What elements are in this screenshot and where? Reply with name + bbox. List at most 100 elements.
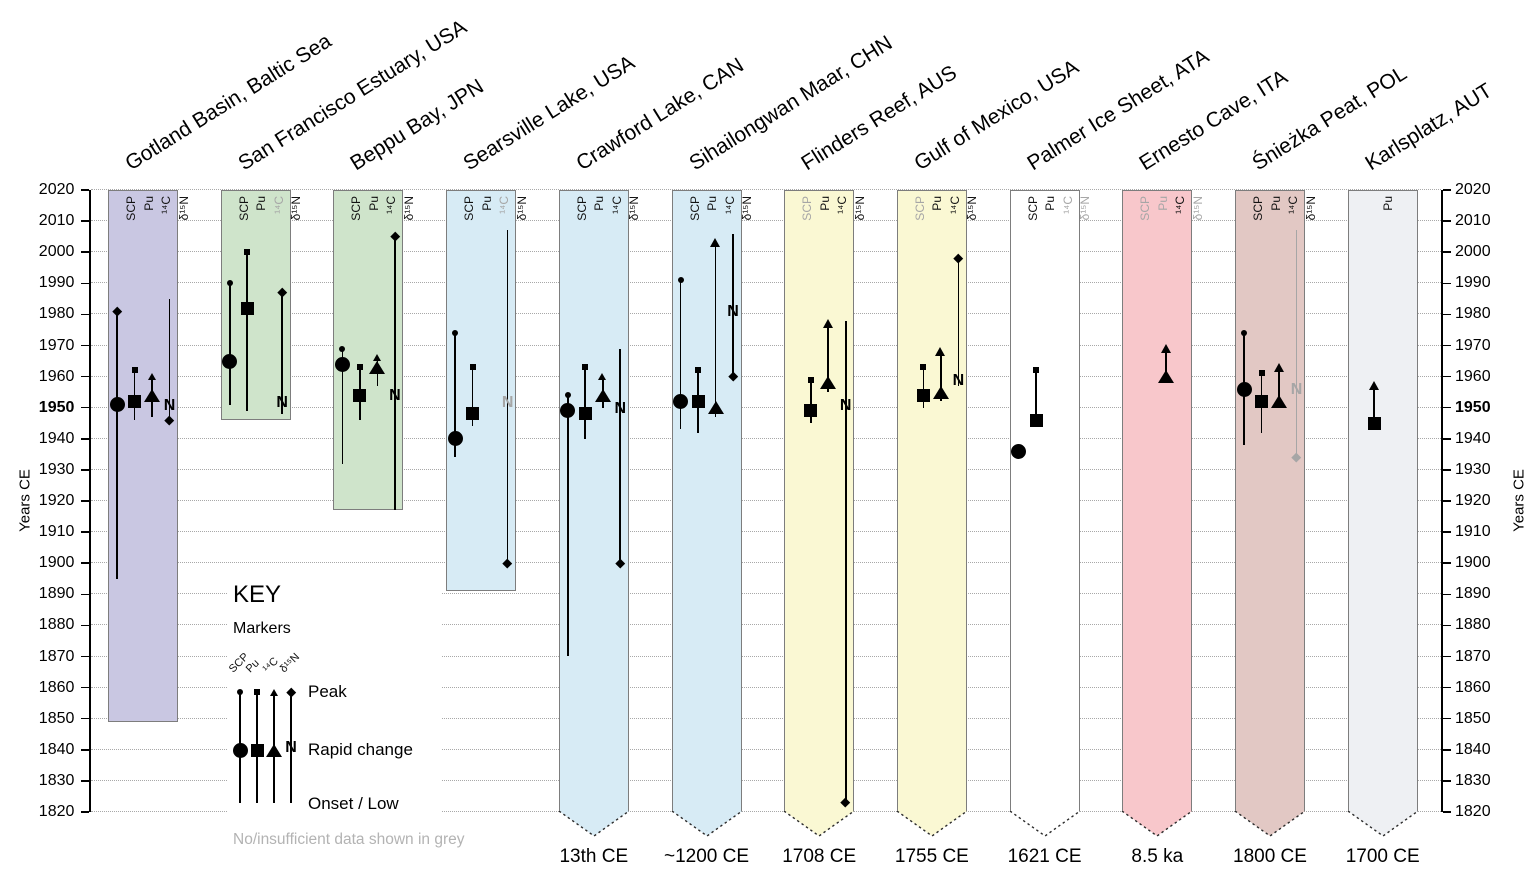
site-band-7 [784,190,855,812]
axis-tick-label: 2010 [1455,212,1491,230]
axis-tick [1442,406,1451,409]
proxy-lane-label-C: ¹⁴C [1173,196,1188,214]
proxy-record-line [1373,385,1376,424]
axis-tick-label: 1900 [38,554,75,572]
delta15n-rapid-change-marker: N [839,396,852,414]
square-marker [244,249,251,256]
proxy-lane-label-N: δ¹⁵N [740,196,754,221]
legend-title: KEY [233,581,282,608]
decade-gridline [91,624,1441,626]
proxy-lane-label-Pu: Pu [1381,196,1396,211]
delta15n-rapid-change-marker: N [163,396,176,414]
decade-gridline [91,655,1441,657]
proxy-lane-label-SCP: SCP [1025,196,1040,221]
axis-tick [81,375,90,378]
proxy-lane-label-SCP: SCP [462,196,477,221]
axis-tick [81,593,90,596]
band-basal-age-label: 13th CE [559,846,629,867]
c14-marker [372,354,381,362]
decade-gridline [91,251,1441,253]
proxy-lane-label-C: ¹⁴C [159,196,173,214]
rising-arrow-marker [1160,344,1171,354]
c14-marker [369,360,386,374]
axis-tick-label: 1870 [38,647,75,665]
circle-marker [226,280,233,287]
site-band-5 [558,190,629,812]
site-band-4 [446,190,517,592]
proxy-lane-label-SCP: SCP [1251,196,1265,221]
axis-tick [1442,469,1451,471]
proxy-record-line [1295,230,1298,458]
axis-tick-label: 1990 [1455,274,1491,292]
circle-marker [564,392,571,399]
circle-marker [677,277,684,284]
proxy-lane-label-Pu: Pu [817,196,832,211]
proxy-record-line [394,236,396,511]
c14-marker [144,388,160,402]
circle-marker [237,689,243,695]
decade-gridline [91,562,1441,564]
decade-gridline [91,686,1441,688]
proxy-lane-label-N: δ¹⁵N [401,196,416,221]
axis-tick-label: 1900 [1455,554,1491,572]
axis-tick [1442,189,1451,191]
proxy-record-line [619,348,622,564]
proxy-lane-label-N: δ¹⁵N [627,196,642,221]
proxy-lane-label-C: ¹⁴C [384,196,399,214]
legend-grey-data-note: No/insufficient data shown in grey [233,831,465,848]
c14-marker [707,401,724,415]
proxy-record-line [679,280,682,430]
axis-tick-label: 1830 [1455,771,1491,789]
axis-tick [1442,717,1451,720]
axis-tick-label: 1950 [1455,398,1491,416]
proxy-record-line [246,252,249,411]
proxy-lane-label-C: ¹⁴C [271,196,286,214]
axis-tick [81,562,90,564]
axis-tick-label: 1990 [38,274,75,292]
axis-tick [1442,686,1451,689]
square-marker [691,394,705,408]
square-marker [920,364,927,371]
delta15n-rapid-change-marker: N [389,387,401,405]
c14-marker [594,388,611,402]
proxy-record-line [506,230,509,564]
axis-tick-label: 1950 [38,398,75,416]
axis-tick [1442,780,1451,782]
decade-gridline [91,375,1441,377]
proxy-lane-label-C: ¹⁴C [609,196,624,214]
site-band-1 [108,190,178,722]
axis-tick [81,220,90,222]
axis-tick-label: 1920 [38,492,75,509]
proxy-lane-label-SCP: SCP [687,196,702,221]
axis-tick [1442,531,1451,533]
axis-tick [1442,251,1451,253]
square-marker [240,301,254,315]
circle-marker [232,742,248,758]
circle-marker [222,353,238,369]
band-chevron-point [783,811,855,837]
proxy-lane-label-Pu: Pu [1155,196,1170,211]
decade-gridline [91,344,1441,346]
axis-tick-label: 1970 [38,336,75,354]
square-marker [131,367,138,374]
axis-tick-label: 2020 [38,181,75,198]
axis-tick [1442,313,1451,316]
rising-arrow-marker [710,238,720,248]
square-marker [353,388,367,402]
square-marker [916,388,930,402]
proxy-lane-label-N: δ¹⁵N [965,196,980,221]
proxy-lane-label-C: ¹⁴C [1286,196,1300,214]
axis-tick-label: 1960 [38,367,75,385]
proxy-lane-label-C: ¹⁴C [835,196,850,214]
proxy-record-line [827,323,830,393]
rising-arrow-marker [1273,362,1284,372]
axis-tick-label: 2000 [1455,243,1491,261]
circle-marker [339,345,346,352]
axis-tick-label: 1910 [1455,523,1491,541]
axis-tick [81,624,90,627]
proxy-record-line [228,283,231,405]
square-marker [578,407,592,421]
rising-arrow-marker [935,347,946,357]
proxy-lane-label-N: δ¹⁵N [176,196,191,221]
axis-tick [1442,375,1451,378]
